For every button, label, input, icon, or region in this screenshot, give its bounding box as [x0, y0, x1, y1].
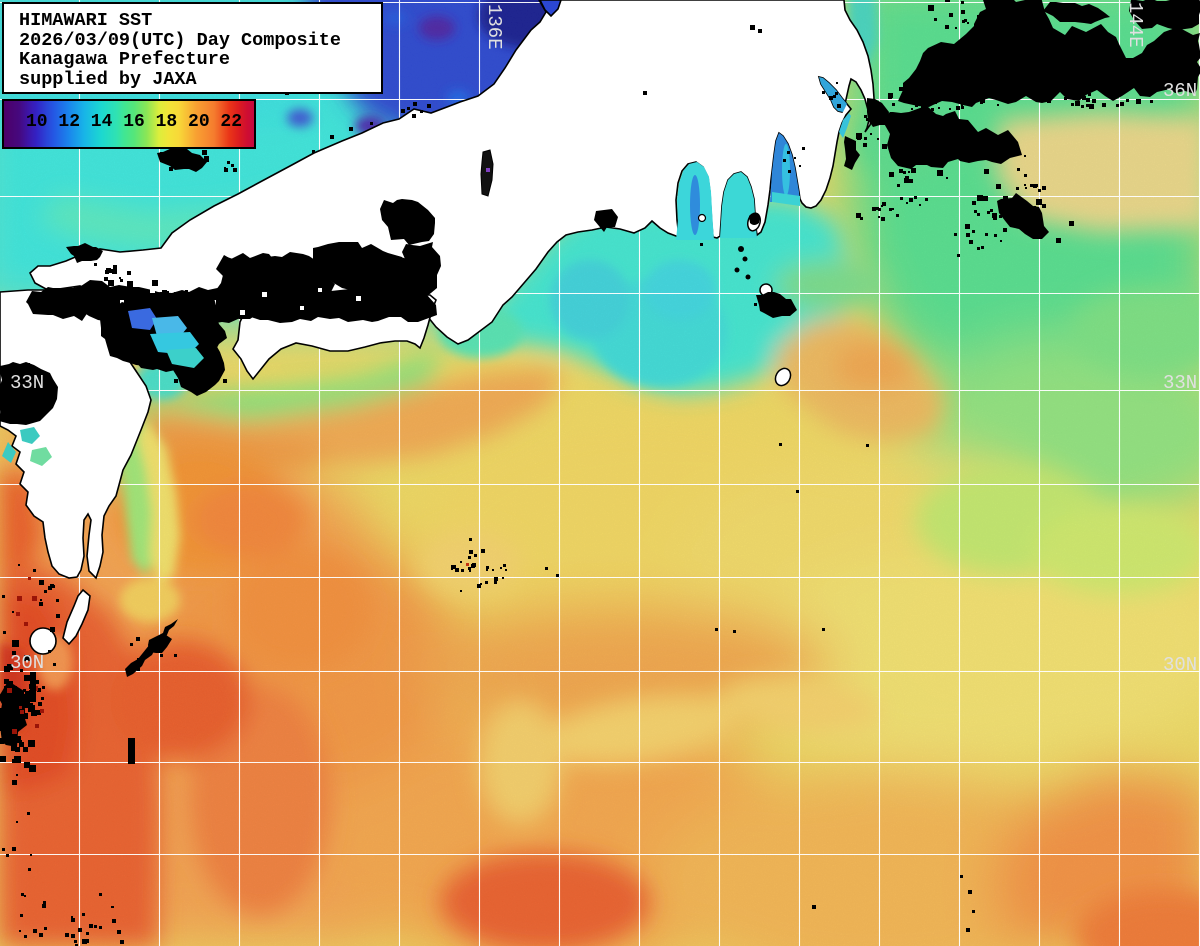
svg-text:30N: 30N	[10, 652, 44, 674]
svg-text:136E: 136E	[483, 4, 505, 50]
svg-text:33N: 33N	[10, 372, 44, 394]
svg-text:36N: 36N	[1163, 80, 1197, 102]
svg-text:144E: 144E	[1124, 2, 1146, 48]
svg-text:33N: 33N	[1163, 372, 1197, 394]
svg-text:30N: 30N	[1163, 654, 1197, 676]
